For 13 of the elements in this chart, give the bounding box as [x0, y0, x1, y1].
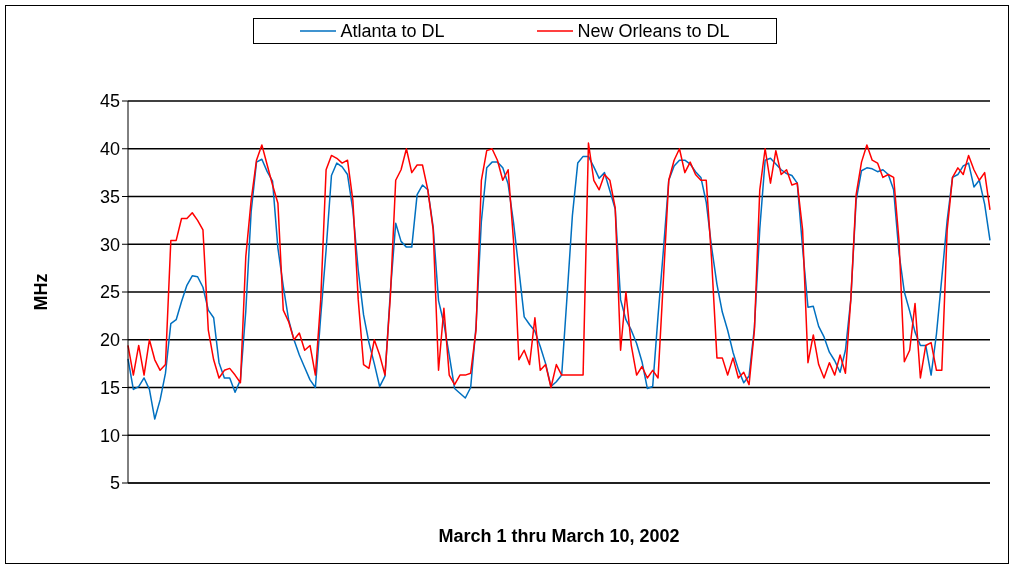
y-tick-label: 5	[109, 473, 120, 494]
y-tick-label: 10	[99, 425, 120, 446]
x-axis-title: March 1 thru March 10, 2002	[438, 525, 680, 547]
legend-label: New Orleans to DL	[577, 20, 730, 42]
y-tick-label: 40	[99, 139, 120, 160]
y-tick-label: 30	[99, 234, 120, 255]
y-tick-label: 25	[99, 282, 120, 303]
y-tick-label: 20	[99, 330, 120, 351]
y-tick-label: 35	[99, 186, 120, 207]
legend-label: Atlanta to DL	[340, 20, 445, 42]
y-tick-label: 45	[99, 91, 120, 112]
y-axis-title: MHz	[30, 273, 52, 311]
y-tick-label: 15	[99, 377, 120, 398]
